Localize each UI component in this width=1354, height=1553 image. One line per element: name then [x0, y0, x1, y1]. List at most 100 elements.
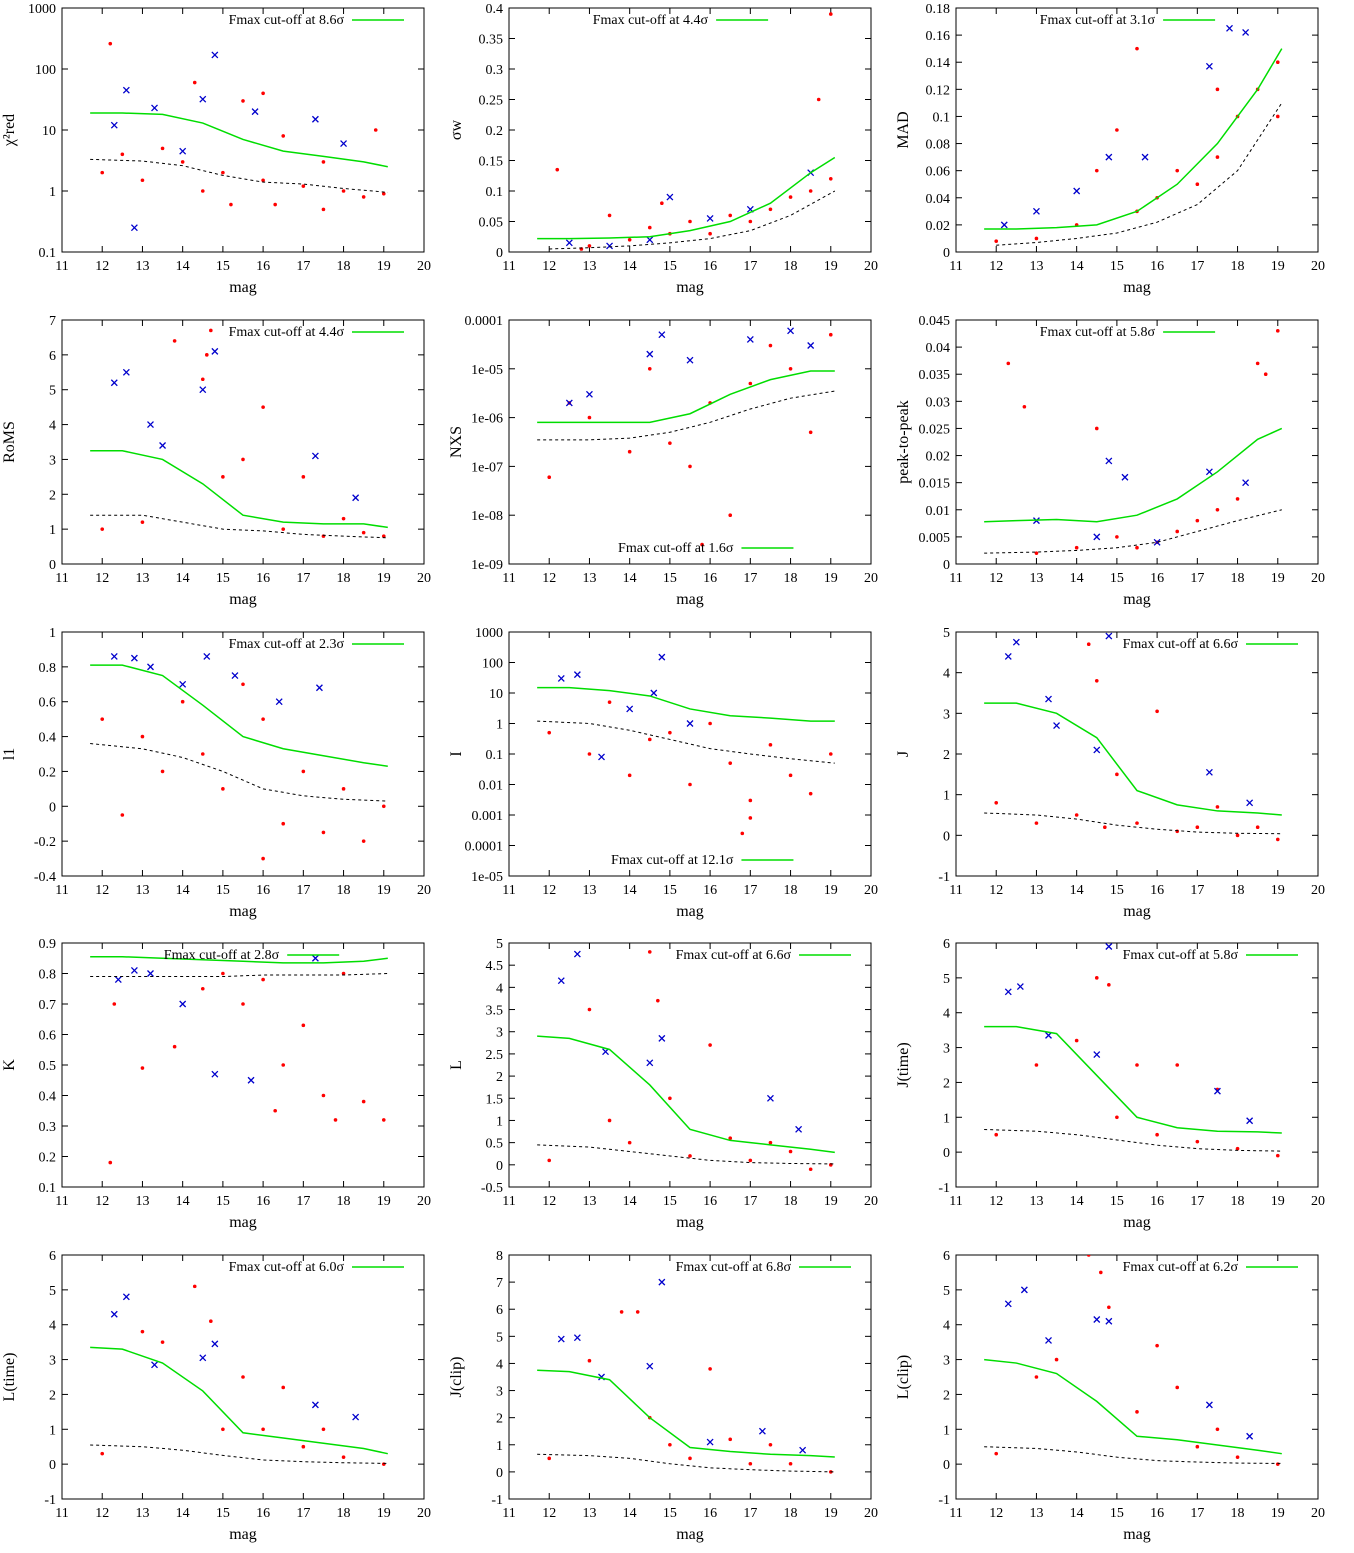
y-tick-label: 0.4	[39, 1090, 57, 1105]
y-tick-label: 1e-08	[471, 509, 503, 524]
y-tick-label: 1	[943, 1423, 950, 1438]
data-point	[301, 769, 306, 774]
data-point	[1034, 821, 1039, 825]
y-tick-label: 0.045	[919, 314, 951, 329]
data-point	[140, 520, 145, 524]
y-tick-label: 100	[35, 63, 56, 78]
x-tick-label: 17	[743, 883, 757, 898]
y-tick-label: 0.3	[39, 1120, 57, 1135]
legend-label: Fmax cut-off at 4.4σ	[229, 325, 345, 340]
legend-label: Fmax cut-off at 2.8σ	[164, 948, 280, 963]
data-point	[209, 328, 213, 333]
x-tick-label: 11	[55, 1506, 68, 1521]
data-cross	[557, 674, 565, 682]
data-cross	[179, 680, 187, 688]
x-tick-label: 17	[743, 259, 757, 274]
y-tick-label: 0.3	[486, 63, 504, 78]
y-tick-label: -0.2	[34, 835, 56, 850]
x-axis-label: mag	[1123, 1526, 1151, 1543]
plot-area	[90, 652, 388, 861]
trend-line	[537, 1453, 835, 1473]
y-tick-label: 5	[943, 1284, 950, 1299]
y-tick-label: 3	[49, 453, 56, 468]
x-tick-label: 15	[663, 571, 677, 586]
y-tick-label: 1	[943, 789, 950, 804]
data-point	[668, 1442, 672, 1447]
y-tick-label: 1	[49, 185, 56, 200]
x-tick-label: 13	[135, 259, 149, 274]
data-point	[1175, 529, 1180, 534]
data-point	[688, 1154, 692, 1158]
data-point	[700, 542, 704, 547]
x-tick-label: 14	[623, 1194, 637, 1209]
x-tick-label: 12	[989, 1506, 1003, 1521]
data-cross	[1205, 768, 1213, 776]
y-tick-label: 0.1	[39, 246, 57, 261]
data-point	[656, 998, 660, 1003]
x-tick-label: 17	[1190, 1194, 1204, 1209]
data-point	[1074, 545, 1079, 550]
plot-area	[984, 1255, 1282, 1466]
data-point	[341, 971, 346, 976]
x-tick-label: 20	[864, 1506, 878, 1521]
data-cross	[658, 331, 666, 339]
y-tick-label: 4.5	[486, 959, 504, 974]
y-axis-label: χ²red	[1, 114, 18, 147]
plot-area	[537, 950, 835, 1172]
data-point	[221, 787, 225, 791]
y-tick-label: 1	[496, 718, 503, 733]
legend-label: Fmax cut-off at 2.3σ	[229, 637, 345, 652]
data-cross	[650, 689, 658, 697]
y-tick-label: 2.5	[486, 1048, 504, 1063]
y-tick-label: 0.025	[919, 422, 951, 437]
data-point	[221, 971, 225, 976]
data-cross	[1004, 652, 1012, 660]
data-point	[200, 752, 205, 756]
y-tick-label: 0.4	[486, 2, 504, 17]
panel: 11 12 13 14 15 16 17 18 19 20-1012345678magJ(clip…	[448, 1249, 878, 1543]
data-cross	[646, 1362, 654, 1370]
x-tick-label: 17	[296, 259, 310, 274]
x-tick-label: 20	[1311, 1506, 1325, 1521]
data-point	[688, 464, 692, 469]
y-tick-label: 10	[42, 124, 56, 139]
x-tick-label: 14	[623, 571, 637, 586]
trend-line	[537, 1144, 835, 1165]
x-tick-label: 15	[663, 883, 677, 898]
data-point	[1155, 1132, 1159, 1137]
y-tick-label: 0.8	[39, 968, 57, 983]
data-point	[1034, 236, 1039, 241]
data-point	[547, 475, 552, 480]
x-tick-label: 18	[1231, 259, 1245, 274]
data-point	[205, 353, 209, 357]
data-point	[200, 986, 205, 991]
data-cross	[247, 1076, 255, 1084]
data-cross	[1000, 221, 1008, 229]
data-point	[627, 1140, 632, 1145]
x-tick-label: 11	[502, 1506, 515, 1521]
data-point	[1235, 1455, 1240, 1459]
data-point	[1135, 46, 1139, 51]
plot-frame	[955, 631, 1319, 877]
y-tick-label: 4	[943, 1319, 950, 1334]
data-point	[708, 231, 712, 236]
data-point	[140, 1329, 145, 1334]
y-tick-label: 0.01	[926, 504, 951, 519]
data-point	[172, 339, 177, 343]
x-tick-label: 20	[864, 883, 878, 898]
x-tick-label: 15	[216, 571, 230, 586]
y-tick-label: 0.02	[926, 450, 951, 465]
data-point	[1099, 1270, 1103, 1275]
x-tick-label: 13	[1029, 883, 1043, 898]
data-cross	[658, 653, 666, 661]
trend-line	[90, 743, 388, 802]
y-tick-label: 8	[496, 1249, 503, 1264]
y-tick-label: 2	[943, 1388, 950, 1403]
data-cross	[231, 672, 239, 680]
data-cross	[315, 684, 323, 692]
x-tick-label: 18	[337, 883, 351, 898]
x-tick-label: 15	[216, 883, 230, 898]
legend-label: Fmax cut-off at 6.8σ	[676, 1260, 792, 1275]
x-tick-label: 12	[95, 259, 109, 274]
data-point	[1006, 361, 1011, 366]
